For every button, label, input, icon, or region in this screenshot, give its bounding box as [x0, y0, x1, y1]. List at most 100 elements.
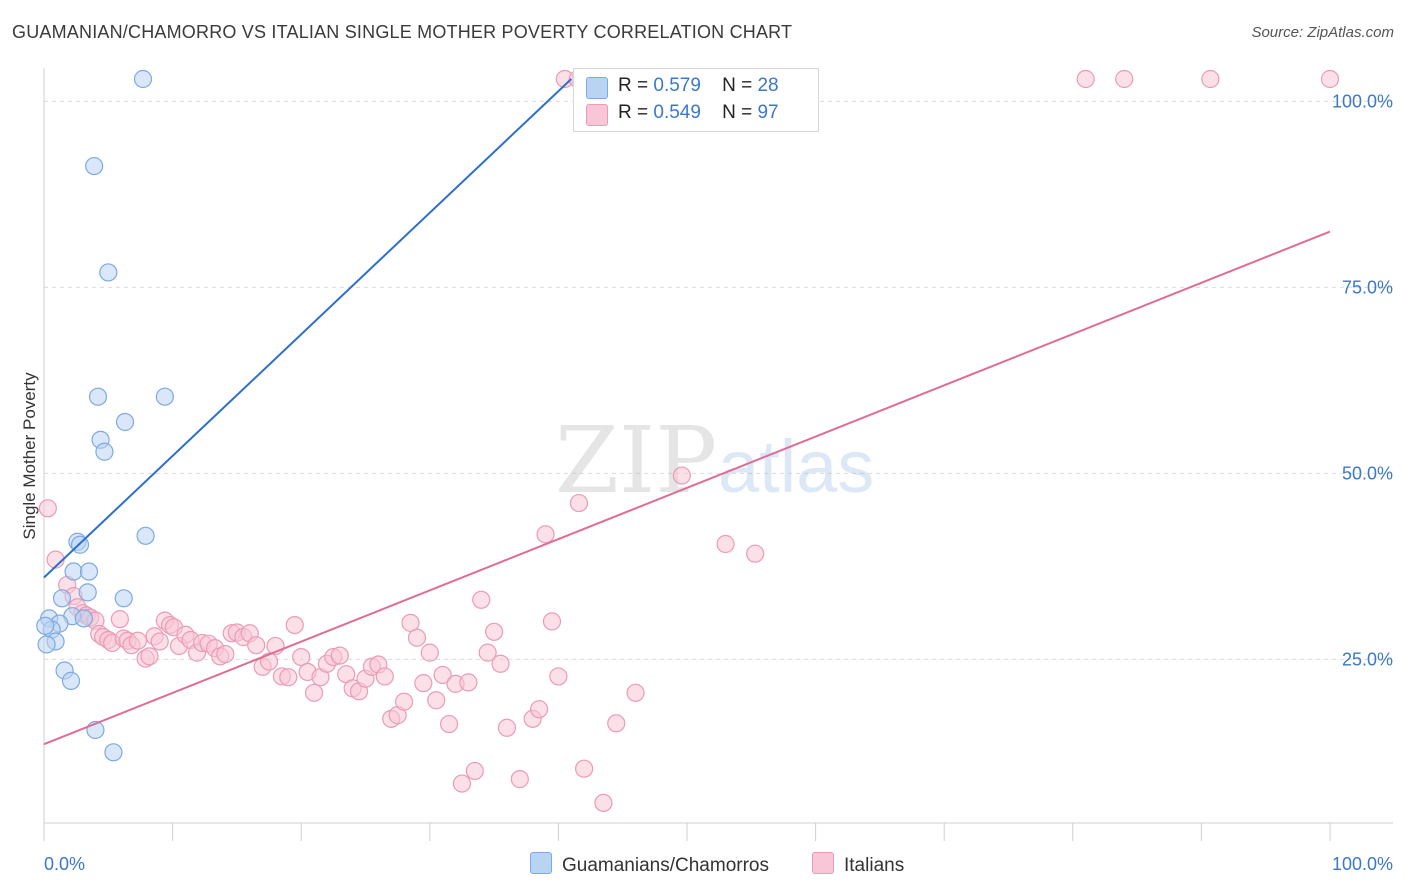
- italian-point: [452, 774, 472, 793]
- italian-point: [542, 612, 562, 631]
- bottom-legend-guamanians[interactable]: Guamanians/Chamorros: [530, 852, 769, 877]
- r-label: R =: [618, 75, 649, 96]
- guamanians-r-value: 0.579: [653, 75, 701, 96]
- italian-point: [110, 610, 129, 629]
- guamanians-legend-swatch: [530, 852, 552, 874]
- r-label: R =: [618, 102, 649, 123]
- italian-point: [549, 667, 568, 686]
- y-tick-label: 50.0%: [1342, 463, 1393, 483]
- y-tick-label: 100.0%: [1332, 91, 1393, 111]
- axes: [43, 68, 1393, 841]
- italians-swatch: [586, 104, 608, 126]
- italian-point: [607, 714, 626, 733]
- italian-point: [472, 590, 491, 609]
- italian-point: [216, 645, 235, 664]
- italian-point: [259, 652, 279, 671]
- bottom-legend-italians[interactable]: Italians: [812, 852, 904, 877]
- x-tick-label: 100.0%: [1332, 854, 1393, 874]
- guamanian-point: [95, 442, 114, 461]
- guamanian-point: [114, 589, 133, 608]
- italian-point: [1076, 69, 1095, 89]
- italian-point: [465, 761, 484, 781]
- guamanian-point: [99, 263, 118, 282]
- italian-point: [140, 647, 159, 666]
- trend-lines: [43, 78, 1331, 746]
- italian-point: [394, 692, 414, 711]
- italian-point: [285, 615, 304, 635]
- italian-point: [427, 691, 446, 710]
- x-tick-label: 0.0%: [44, 854, 85, 874]
- italian-point: [1115, 69, 1134, 89]
- italian-point: [279, 668, 298, 687]
- italian-point: [459, 673, 478, 692]
- guamanian-point: [155, 387, 174, 406]
- italians-legend-label: Italians: [844, 855, 905, 876]
- italian-point: [716, 534, 735, 554]
- guamanians-legend-label: Guamanians/Chamorros: [562, 855, 769, 876]
- guamanians-swatch: [586, 77, 608, 99]
- chart-title: GUAMANIAN/CHAMORRO VS ITALIAN SINGLE MOT…: [12, 22, 793, 42]
- guamanian-point: [133, 69, 153, 89]
- guamanian-point: [64, 562, 83, 581]
- gridlines: [44, 100, 1393, 660]
- italian-point: [38, 499, 57, 518]
- y-axis-label: Single Mother Poverty: [20, 372, 39, 540]
- italian-point: [407, 628, 427, 647]
- italian-point: [536, 525, 555, 544]
- italian-point: [414, 674, 433, 693]
- italians-points: [38, 69, 1340, 813]
- guamanian-point: [85, 156, 104, 176]
- italian-point: [478, 643, 497, 662]
- guamanian-point: [104, 743, 123, 762]
- italian-point: [575, 759, 594, 778]
- guamanian-point: [36, 616, 55, 635]
- guamanian-point: [52, 589, 72, 608]
- italian-point: [128, 631, 147, 650]
- n-label: N =: [722, 75, 753, 96]
- italian-point: [439, 714, 459, 734]
- guamanian-point: [79, 562, 99, 581]
- correlation-legend: R = 0.579 N = 28 R = 0.549 N = 97: [573, 68, 819, 132]
- italian-point: [672, 466, 691, 485]
- n-label: N =: [722, 102, 753, 123]
- guamanian-point: [37, 635, 56, 654]
- italian-point: [150, 632, 169, 651]
- guamanian-point: [78, 583, 97, 602]
- watermark-atlas: atlas: [718, 425, 874, 508]
- y-tick-label: 25.0%: [1342, 649, 1393, 669]
- italian-point: [330, 646, 349, 665]
- italians-legend-swatch: [812, 852, 834, 874]
- italians-n-value: 97: [757, 102, 779, 123]
- italian-point: [569, 493, 589, 513]
- italian-point: [491, 654, 510, 673]
- guamanian-point: [136, 526, 155, 545]
- italian-point: [594, 793, 613, 813]
- guamanian-point: [61, 671, 81, 690]
- italian-point: [247, 636, 266, 655]
- italian-point: [433, 665, 452, 685]
- italians-r-value: 0.549: [653, 102, 701, 123]
- italian-point: [530, 700, 549, 719]
- italian-point: [497, 718, 517, 737]
- italian-point: [746, 544, 765, 563]
- italian-point: [1201, 69, 1220, 89]
- tick-labels: 25.0% 50.0% 75.0% 100.0% 0.0% 100.0%: [44, 91, 1393, 874]
- guamanian-point: [88, 387, 108, 406]
- italian-point: [1320, 69, 1340, 89]
- guamanian-point: [74, 609, 93, 628]
- italian-point: [304, 683, 324, 702]
- italian-point: [626, 683, 645, 702]
- guamanians-n-value: 28: [757, 75, 779, 96]
- source-credit: Source: ZipAtlas.com: [1251, 24, 1394, 41]
- watermark: ZIP atlas: [555, 407, 874, 514]
- guamanians-trend-line: [43, 78, 572, 579]
- italian-point: [485, 622, 504, 641]
- guamanians-points: [36, 69, 174, 762]
- guamanian-point: [115, 412, 135, 432]
- italian-point: [375, 667, 394, 686]
- italians-trend-line: [43, 230, 1331, 746]
- italian-point: [420, 643, 439, 662]
- y-tick-label: 75.0%: [1342, 277, 1393, 297]
- italian-point: [510, 770, 529, 789]
